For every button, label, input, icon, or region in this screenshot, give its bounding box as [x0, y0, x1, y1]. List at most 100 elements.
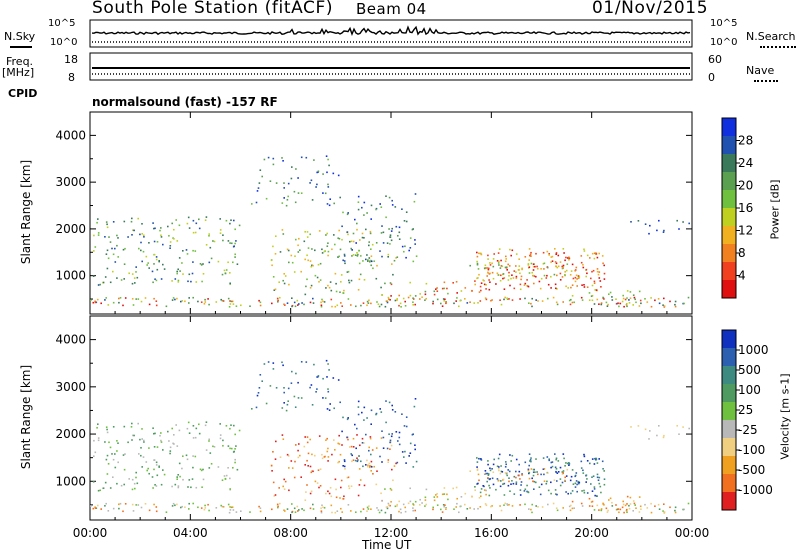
power-echo-cell [179, 270, 181, 272]
velocity-echo-cell [225, 425, 228, 427]
power-echo-cell [230, 219, 232, 221]
power-echo-cell [229, 242, 231, 244]
power-echo-cell [562, 264, 565, 267]
power-echo-cell [188, 227, 191, 229]
power-echo-cell [153, 240, 156, 243]
velocity-echo-cell [293, 395, 296, 398]
velocity-echo-cell [191, 478, 194, 480]
velocity-echo-cell [617, 508, 620, 510]
velocity-echo-cell [325, 359, 328, 362]
velocity-echo-cell [94, 507, 97, 509]
power-echo-cell [626, 297, 628, 299]
power-echo-cell [600, 302, 603, 304]
power-echo-cell [639, 299, 642, 302]
power-echo-cell [282, 233, 285, 235]
power-echo-cell [169, 241, 172, 243]
power-echo-cell [398, 294, 400, 297]
power-echo-cell [414, 193, 417, 195]
power-echo-cell [363, 214, 365, 216]
velocity-echo-cell [577, 482, 580, 485]
power-echo-cell [368, 257, 371, 259]
velocity-echo-cell [177, 486, 180, 489]
velocity-echo-cell [519, 494, 522, 496]
power-echo-cell [496, 260, 499, 262]
power-echo-cell [617, 302, 620, 304]
power-echo-cell [521, 267, 523, 270]
power-echo-cell [492, 258, 495, 260]
power-echo-cell [356, 228, 358, 231]
velocity-echo-cell [334, 511, 337, 514]
velocity-echo-cell [602, 502, 604, 505]
power-echo-cell [543, 268, 545, 270]
power-echo-cell [386, 242, 389, 244]
power-echo-cell [375, 242, 378, 244]
power-echo-cell [400, 306, 402, 308]
velocity-echo-cell [188, 502, 190, 505]
nsky-label: N.Sky [4, 30, 36, 43]
velocity-echo-cell [593, 486, 596, 488]
power-echo-cell [270, 259, 273, 262]
power-echo-cell [489, 264, 492, 266]
velocity-echo-cell [155, 464, 158, 466]
velocity-echo-cell [542, 457, 545, 459]
velocity-echo-cell [589, 462, 591, 465]
power-echo-cell [300, 270, 302, 273]
power-echo-cell [552, 296, 555, 299]
velocity-echo-cell [370, 508, 372, 510]
velocity-echo-cell [114, 453, 116, 455]
power-echo-cell [323, 301, 326, 303]
power-echo-cell [676, 219, 678, 222]
power-echo-cell [368, 241, 370, 243]
power-echo-cell [109, 281, 112, 284]
power-echo-cell [532, 265, 535, 268]
power-echo-cell [281, 229, 284, 231]
velocity-echo-cell [207, 503, 209, 506]
power-echo-cell [300, 192, 303, 194]
velocity-echo-cell [608, 499, 610, 501]
velocity-echo-cell [464, 503, 466, 506]
velocity-echo-cell [480, 458, 482, 460]
power-echo-cell [520, 278, 522, 281]
power-echo-cell [92, 275, 95, 277]
velocity-echo-cell [509, 454, 511, 456]
velocity-echo-cell [634, 504, 636, 506]
power-echo-cell [459, 299, 461, 302]
power-echo-cell [580, 296, 583, 299]
power-echo-cell [343, 255, 346, 257]
velocity-echo-cell [278, 487, 280, 489]
power-echo-cell [176, 270, 178, 273]
power-echo-cell [391, 227, 393, 230]
velocity-echo-cell [561, 481, 564, 484]
power-echo-cell [619, 302, 622, 305]
power-echo-cell [509, 284, 511, 287]
velocity-echo-cell [171, 505, 174, 507]
velocity-echo-cell [267, 361, 270, 363]
power-echo-cell [251, 203, 253, 205]
power-echo-cell [143, 234, 145, 237]
velocity-echo-cell [551, 461, 554, 463]
velocity-echo-cell [524, 503, 526, 506]
power-echo-cell [370, 264, 372, 267]
power-echo-cell [155, 279, 158, 282]
power-echo-cell [143, 236, 145, 238]
velocity-echo-cell [394, 505, 397, 508]
velocity-echo-cell [456, 502, 458, 505]
velocity-echo-cell [366, 417, 368, 419]
velocity-echo-cell [361, 411, 363, 414]
power-echo-cell [644, 298, 646, 300]
power-colorbar-swatch [722, 136, 736, 155]
power-echo-cell [229, 222, 231, 225]
power-echo-cell [583, 286, 586, 288]
velocity-echo-cell [343, 495, 345, 498]
velocity-echo-cell [601, 460, 604, 463]
power-echo-cell [583, 250, 586, 252]
velocity-echo-cell [562, 507, 564, 509]
velocity-echo-cell [408, 455, 410, 457]
velocity-echo-cell [644, 428, 647, 431]
velocity-echo-cell [566, 468, 569, 471]
velocity-echo-cell [527, 491, 530, 494]
power-echo-cell [598, 277, 601, 279]
power-echo-cell [104, 299, 106, 301]
power-echo-cell [271, 264, 273, 267]
velocity-echo-cell [112, 507, 115, 510]
